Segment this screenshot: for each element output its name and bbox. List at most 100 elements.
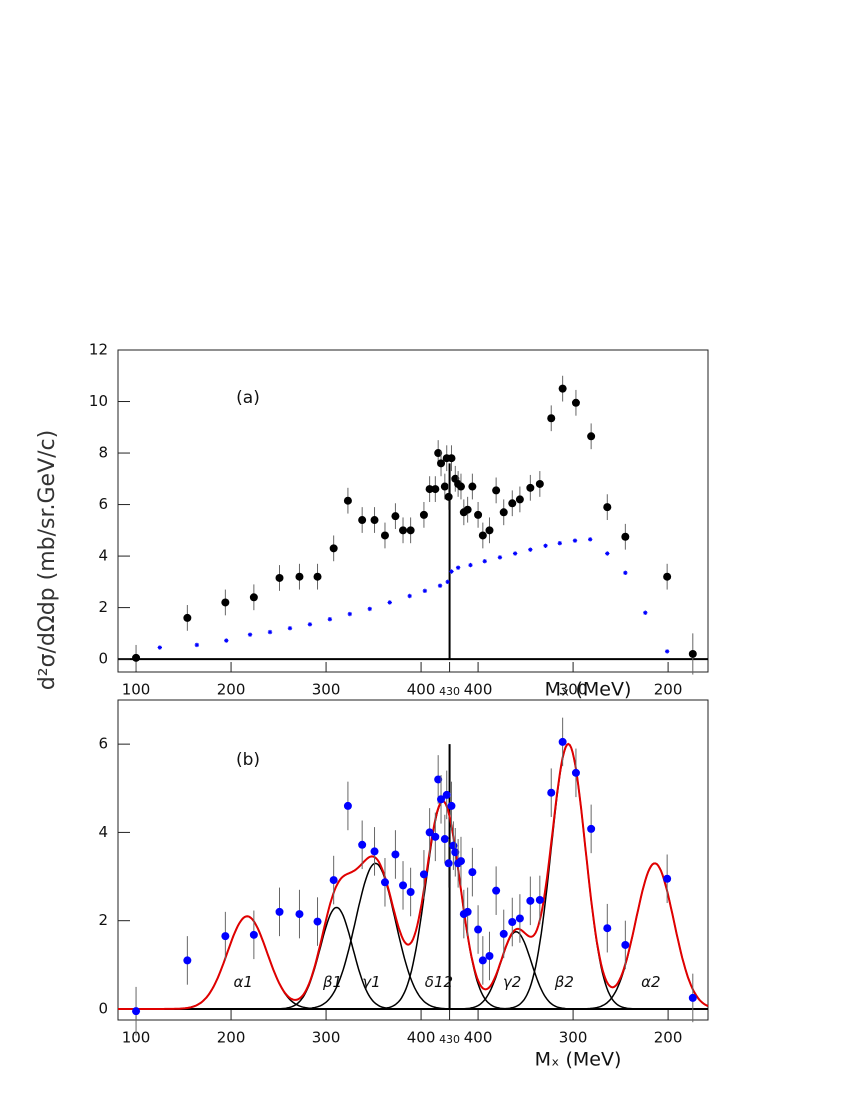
- panel-label: (a): [236, 388, 260, 408]
- model-point: [445, 579, 450, 585]
- data-point: [419, 510, 428, 519]
- data-point: [688, 993, 697, 1002]
- data-point: [434, 775, 443, 784]
- data-point: [434, 449, 443, 458]
- data-point: [447, 801, 456, 810]
- model-point: [422, 588, 428, 594]
- y-tick-label: 0: [98, 650, 108, 668]
- model-point: [543, 543, 548, 548]
- data-point: [295, 910, 304, 919]
- y-tick-label: 10: [89, 392, 108, 410]
- data-point: [468, 482, 477, 491]
- x-tick-label: 300: [312, 681, 341, 699]
- data-point: [485, 952, 494, 960]
- model-point: [643, 610, 648, 615]
- data-point: [456, 857, 465, 866]
- x-tick-label: 400: [464, 681, 493, 699]
- x-tick-label: 300: [559, 681, 588, 699]
- data-point: [447, 454, 456, 463]
- data-point: [515, 495, 524, 504]
- data-point: [437, 459, 446, 468]
- data-point: [329, 876, 338, 885]
- data-point: [558, 384, 567, 393]
- data-point: [468, 868, 477, 877]
- data-point: [437, 795, 446, 804]
- data-point: [406, 888, 415, 896]
- x-tick-label: 200: [217, 681, 246, 699]
- model-point: [224, 638, 229, 643]
- data-point: [485, 526, 494, 535]
- data-point: [431, 485, 440, 494]
- data-point: [547, 788, 556, 797]
- y-tick-label: 6: [98, 495, 108, 513]
- model-point: [512, 551, 518, 556]
- data-point: [535, 479, 544, 488]
- data-point: [526, 896, 535, 905]
- peak-curve: [118, 743, 708, 1010]
- data-point: [313, 572, 322, 581]
- model-point: [623, 570, 628, 576]
- y-tick-label: 4: [98, 547, 108, 565]
- data-point: [444, 859, 453, 868]
- data-point: [399, 526, 408, 535]
- model-point: [367, 606, 372, 612]
- model-point: [157, 645, 163, 650]
- data-point: [440, 835, 449, 844]
- model-point: [605, 551, 610, 556]
- data-point: [558, 737, 567, 746]
- data-point: [370, 516, 379, 525]
- data-point: [587, 824, 596, 833]
- peak-curve: [118, 862, 709, 1010]
- data-point: [313, 917, 322, 926]
- model-point: [468, 562, 473, 568]
- data-point: [249, 593, 258, 602]
- data-point: [440, 482, 449, 491]
- y-axis-title: d²σ/dΩdp (mb/sr.GeV/c): [35, 430, 60, 690]
- y-tick-label: 2: [98, 598, 108, 616]
- y-tick-label: 2: [98, 911, 108, 929]
- data-point: [499, 929, 508, 938]
- x-tick-label: 200: [217, 1029, 246, 1047]
- data-point: [688, 649, 697, 658]
- data-point: [492, 886, 501, 895]
- model-point: [572, 538, 578, 543]
- model-point: [247, 632, 253, 637]
- data-point: [442, 790, 451, 799]
- data-point: [492, 486, 501, 495]
- y-tick-label: 8: [98, 444, 108, 462]
- data-point: [399, 881, 408, 890]
- data-point: [508, 918, 517, 927]
- model-point: [455, 565, 461, 570]
- data-point: [370, 847, 379, 856]
- model-point: [194, 642, 200, 648]
- x-tick-label: 400: [407, 681, 436, 699]
- x-tick-label: 400: [407, 1029, 436, 1047]
- model-point: [497, 555, 503, 560]
- data-point: [663, 874, 672, 883]
- model-point: [587, 537, 593, 542]
- model-point: [307, 622, 313, 627]
- x-tick-label: 400: [464, 1029, 493, 1047]
- data-point: [463, 505, 472, 514]
- data-point: [132, 1007, 141, 1016]
- data-point: [425, 828, 434, 837]
- data-point: [444, 492, 453, 501]
- data-point: [183, 956, 192, 965]
- data-point: [391, 850, 400, 859]
- y-tick-label: 0: [98, 999, 108, 1017]
- x-tick-label: 300: [559, 1029, 588, 1047]
- data-point: [221, 932, 230, 941]
- data-point: [380, 531, 389, 540]
- peak-label: γ2: [503, 973, 521, 991]
- model-point: [287, 626, 293, 631]
- data-point: [663, 572, 672, 581]
- data-point: [603, 924, 612, 933]
- data-point: [478, 531, 487, 540]
- data-point: [526, 483, 535, 492]
- data-point: [419, 870, 428, 879]
- data-point: [571, 398, 580, 407]
- data-point: [571, 768, 580, 777]
- data-point: [380, 878, 389, 887]
